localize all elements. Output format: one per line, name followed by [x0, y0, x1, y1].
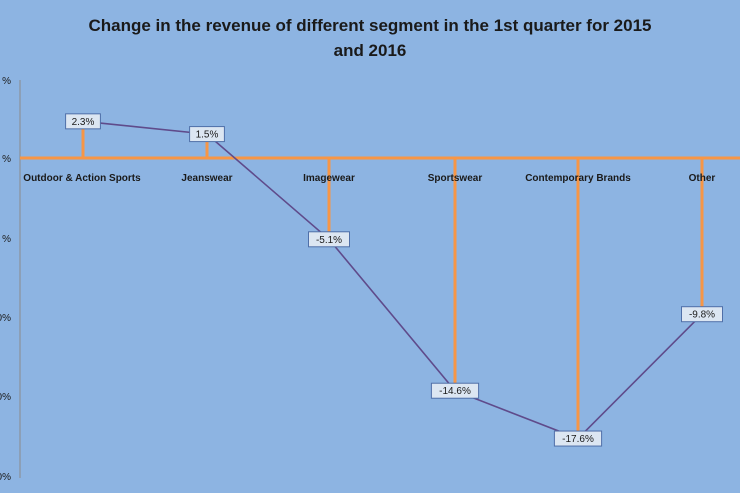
- y-tick-label: 0%: [0, 313, 11, 324]
- y-tick-label: 0%: [0, 392, 11, 403]
- category-label: Outdoor & Action Sports: [23, 173, 141, 184]
- data-label-box: [430, 382, 480, 399]
- series-line-group: [82, 120, 703, 440]
- y-tick-labels: %%% 0% 0% 0%: [0, 76, 11, 483]
- data-label: 1.5%: [189, 126, 225, 143]
- series-line: [82, 120, 703, 440]
- data-label-box: [308, 231, 350, 248]
- data-label-box: [553, 430, 603, 447]
- category-label: Jeanswear: [181, 173, 232, 184]
- data-label-text: -17.6%: [562, 434, 594, 445]
- data-label-box: [189, 126, 225, 143]
- y-tick-label: 0%: [0, 472, 11, 483]
- category-labels: Outdoor & Action Sports Jeanswear Imagewea…: [23, 173, 715, 184]
- data-label-text: -14.6%: [439, 386, 471, 397]
- data-label: -9.8%: [681, 306, 723, 323]
- data-label-text: 2.3%: [72, 117, 95, 128]
- data-label-box: [681, 306, 723, 323]
- y-tick-label: %: [2, 154, 11, 165]
- data-label-text: -5.1%: [316, 235, 342, 246]
- data-label-text: -9.8%: [689, 310, 715, 321]
- drop-lines: [81, 121, 704, 439]
- category-label: Sportswear: [428, 173, 483, 184]
- data-label-box: [65, 113, 101, 130]
- category-label: Imagewear: [303, 173, 355, 184]
- chart-title-line-2: and 2016: [334, 41, 407, 60]
- data-label: 2.3%: [65, 113, 101, 130]
- data-label-text: 1.5%: [196, 130, 219, 141]
- data-label: -14.6%: [430, 382, 480, 399]
- category-label: Other: [689, 173, 716, 184]
- data-label: -17.6%: [553, 430, 603, 447]
- category-label: Contemporary Brands: [525, 173, 631, 184]
- data-label: -5.1%: [308, 231, 350, 248]
- data-labels: 2.3% 1.5% -5.1% -14.6% -17.6% -9.8%: [65, 113, 723, 447]
- chart-title-line-1: Change in the revenue of different segme…: [88, 16, 651, 35]
- y-tick-label: %: [2, 76, 11, 87]
- y-tick-label: %: [2, 234, 11, 245]
